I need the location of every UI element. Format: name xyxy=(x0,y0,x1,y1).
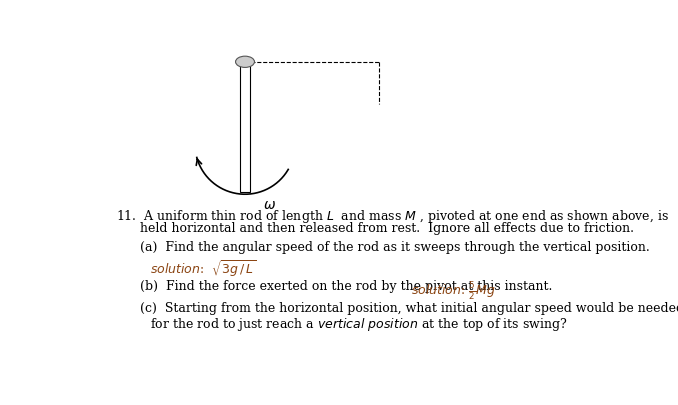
Text: $\mathit{solution}$:  $\sqrt{3g\,/\,L}$: $\mathit{solution}$: $\sqrt{3g\,/\,L}$ xyxy=(151,258,257,278)
Bar xyxy=(240,63,250,192)
Text: (a)  Find the angular speed of the rod as it sweeps through the vertical positio: (a) Find the angular speed of the rod as… xyxy=(140,241,650,254)
Text: (c)  Starting from the horizontal position, what initial angular speed would be : (c) Starting from the horizontal positio… xyxy=(140,301,678,314)
Text: $\omega$: $\omega$ xyxy=(263,198,277,212)
Text: held horizontal and then released from rest.  Ignore all effects due to friction: held horizontal and then released from r… xyxy=(140,222,634,234)
Text: (b)  Find the force exerted on the rod by the pivot at this instant.: (b) Find the force exerted on the rod by… xyxy=(140,279,556,292)
Circle shape xyxy=(235,57,254,68)
Text: $\mathit{solution}$: $\frac{5}{2}Mg$: $\mathit{solution}$: $\frac{5}{2}Mg$ xyxy=(411,279,496,301)
Text: 11.  A uniform thin rod of length $L$  and mass $M$ , pivoted at one end as show: 11. A uniform thin rod of length $L$ and… xyxy=(117,208,669,225)
Text: for the rod to just reach a $\mathit{vertical\ position}$ at the top of its swin: for the rod to just reach a $\mathit{ver… xyxy=(151,315,568,332)
